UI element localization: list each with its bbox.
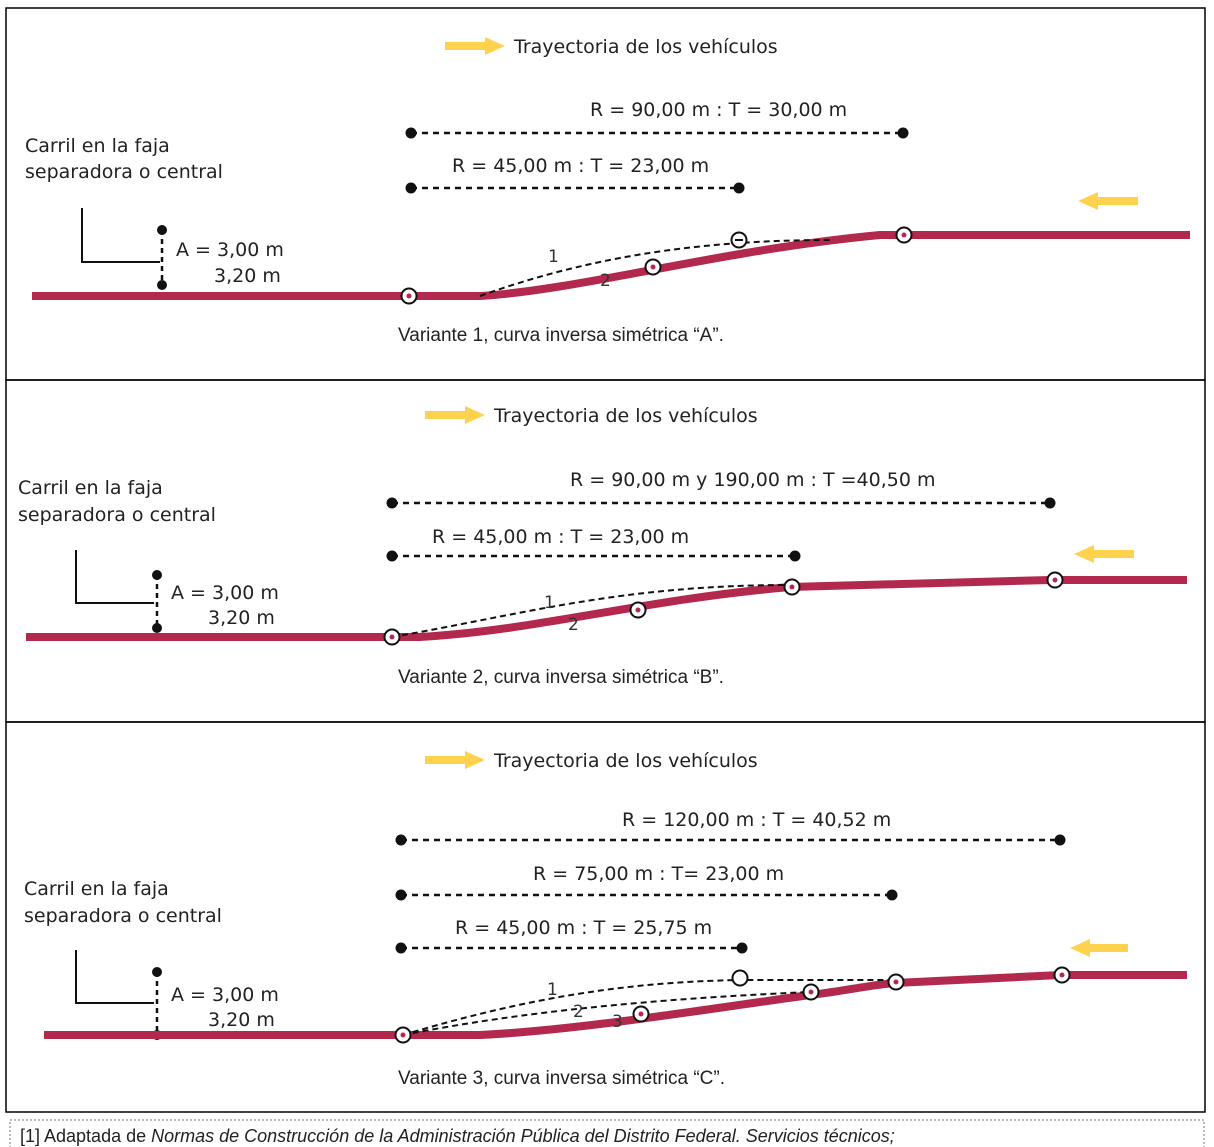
curve-number: 1 [548,247,559,267]
curve-node [783,578,801,596]
panel-3-frame [5,721,1206,1113]
dimension-label: R = 75,00 m : T= 23,00 m [533,863,784,885]
offset-marker-top [157,225,167,235]
panel-caption: Variante 1, curva inversa simétrica “A”. [398,325,724,346]
offset-a-label: A = 3,00 m [171,582,279,604]
direction-arrow-icon [425,406,485,424]
direction-arrow-icon [1070,939,1128,957]
lane-label-line-1: Carril en la faja [18,477,163,499]
offset-marker-bottom [157,280,167,290]
dimension-label: R = 90,00 m y 190,00 m : T =40,50 m [570,469,935,491]
curve-number: 1 [544,593,555,613]
leader-line [75,550,154,604]
offset-marker-bottom [152,623,162,633]
curve-node [400,287,418,305]
dimension-label: R = 45,00 m : T = 25,75 m [455,917,712,939]
curve-path-1 [479,239,831,297]
curve-node [394,1026,412,1044]
panel-1: Trayectoria de los vehículos R = 90,00 m… [25,36,1190,346]
offset-a-label: A = 3,00 m [171,984,279,1006]
road-alignment [44,971,1187,1039]
dimension-line [386,550,801,562]
panel-3: Trayectoria de los vehículos R = 120,00 … [24,750,1187,1089]
leader-line [75,950,154,1004]
curve-node [632,1005,650,1023]
curve-node [644,258,662,276]
curve-node [1053,966,1071,984]
panel-caption: Variante 3, curva inversa simétrica “C”. [398,1068,725,1089]
direction-arrow-icon [425,751,485,769]
offset-b-label: 3,20 m [208,1009,275,1031]
panel-2: Trayectoria de los vehículos R = 90,00 m… [18,405,1187,688]
lane-label-line-2: separadora o central [25,161,223,183]
footnote-box [9,1119,1205,1147]
direction-arrow-icon [445,37,505,55]
dimension-label: R = 90,00 m : T = 30,00 m [590,99,847,121]
footnote: [1] Adaptada de Normas de Construcción d… [20,1126,895,1146]
curve-node [629,601,647,619]
lane-label-line-2: separadora o central [24,905,222,927]
dimension-line [405,127,909,139]
dimension-label: R = 120,00 m : T = 40,52 m [622,809,891,831]
footnote-title: Normas de Construcción de la Administrac… [151,1126,895,1146]
lane-label-line-1: Carril en la faja [24,878,169,900]
curve-path-1 [391,584,791,638]
dimension-label: R = 45,00 m : T = 23,00 m [452,155,709,177]
dimension-line [395,942,748,954]
offset-b-label: 3,20 m [208,607,275,629]
curve-number: 2 [600,271,611,291]
dimension-line [395,889,898,901]
direction-arrow-icon [1078,192,1138,210]
road-alignment [26,576,1187,641]
curve-number: 2 [573,1002,584,1022]
offset-marker-top [152,570,162,580]
curve-number: 1 [547,980,558,1000]
lane-label-line-1: Carril en la faja [25,135,170,157]
offset-b-label: 3,20 m [214,265,281,287]
direction-arrow-icon [1074,545,1134,563]
curve-node [895,226,913,244]
curve-number: 2 [568,615,579,635]
footnote-prefix: [1] Adaptada de [20,1126,151,1146]
curve-node [887,973,905,991]
leader-line [81,208,160,263]
curve-node [731,969,749,987]
dimension-label: R = 45,00 m : T = 23,00 m [432,526,689,548]
curve-node [730,231,748,249]
offset-marker-top [152,967,162,977]
legend-label: Trayectoria de los vehículos [493,750,758,772]
curve-node [383,628,401,646]
panel-caption: Variante 2, curva inversa simétrica “B”. [398,667,724,688]
legend-label: Trayectoria de los vehículos [493,405,758,427]
curve-number: 3 [612,1012,623,1032]
legend-label: Trayectoria de los vehículos [513,36,778,58]
curve-node [802,983,820,1001]
curve-path-1 [402,979,895,1036]
dimension-line [395,834,1066,846]
curve-node [1046,571,1064,589]
dimension-line [405,182,745,194]
curve-path-2 [402,991,811,1036]
lane-label-line-2: separadora o central [18,504,216,526]
dimension-line [386,497,1056,509]
offset-a-label: A = 3,00 m [176,239,284,261]
